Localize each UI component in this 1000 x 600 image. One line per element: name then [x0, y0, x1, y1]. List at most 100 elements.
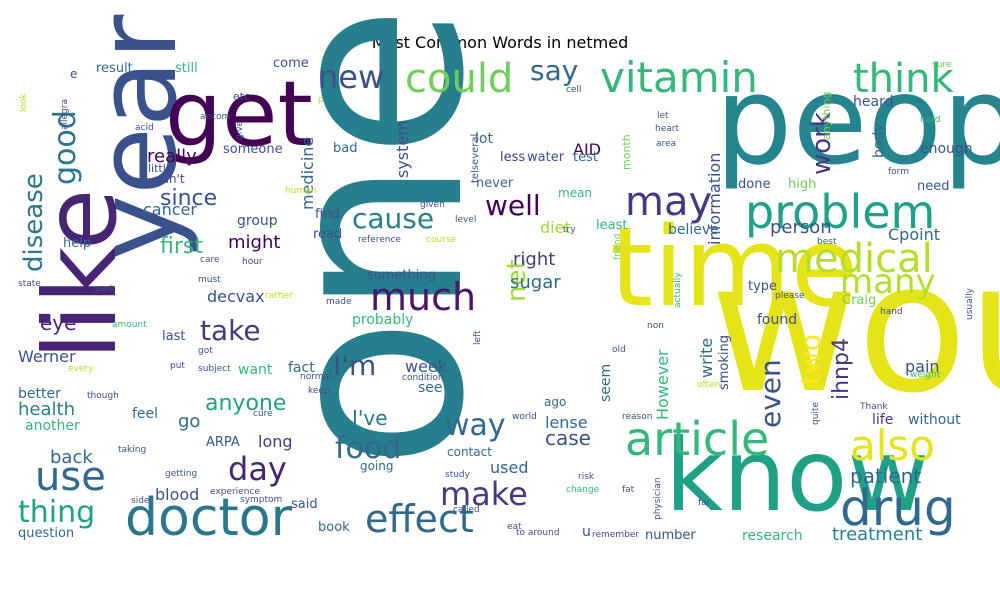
word-i-m: I'm	[333, 349, 376, 382]
word-experience: experience	[210, 487, 260, 497]
word-right: right	[513, 249, 555, 270]
word-feel: feel	[132, 406, 158, 422]
word-type: type	[748, 279, 777, 294]
word-aid: AID	[573, 140, 601, 159]
word-cure: cure	[253, 409, 273, 419]
word-case: case	[545, 426, 591, 450]
word-could: could	[405, 56, 513, 102]
word-patient: patient	[850, 464, 921, 488]
word-symptom: symptom	[240, 495, 282, 505]
word-old: old	[612, 345, 626, 355]
word-found: found	[757, 312, 797, 328]
word-many: many	[840, 262, 936, 302]
word-acid: acid	[135, 123, 154, 133]
word-book: book	[318, 520, 350, 535]
word-heard: heard	[853, 94, 893, 110]
word-another: another	[25, 418, 80, 434]
word-find: find	[315, 207, 340, 222]
word-bad: bad	[333, 141, 357, 156]
word-medical: medical	[775, 236, 933, 282]
word-cancer: cancer	[143, 200, 197, 219]
word-normal: normal	[300, 372, 332, 382]
word-seem: seem	[598, 364, 614, 402]
word-done: done	[738, 177, 770, 192]
word-enough: enough	[920, 141, 973, 157]
word-hand: hand	[880, 307, 903, 317]
word-need: need	[917, 179, 950, 194]
word-blood: blood	[155, 485, 199, 504]
word-take: take	[200, 314, 261, 347]
word-taking: taking	[118, 445, 146, 455]
word-i-ve: I've	[352, 406, 388, 430]
word-mean: mean	[558, 186, 592, 200]
word-world: world	[512, 412, 537, 422]
word-drug: drug	[840, 479, 956, 537]
word-change: change	[566, 485, 600, 495]
word-let: let	[657, 111, 669, 121]
word-year: year	[73, 14, 201, 260]
word-get: get	[165, 62, 313, 167]
word-quite: quite	[811, 402, 821, 425]
word-would: would	[710, 224, 1000, 433]
word-effect: effect	[365, 497, 474, 541]
word-month: month	[620, 134, 633, 170]
word-look: look	[19, 92, 29, 112]
word-reference: reference	[358, 235, 401, 245]
word-rather: rather	[265, 291, 293, 301]
word-to-around: to around	[516, 528, 560, 538]
chart-title: Most Common Words in netmed	[371, 33, 629, 52]
word-something: something	[367, 268, 436, 283]
word-still: still	[175, 61, 198, 76]
word-since: since	[160, 186, 217, 211]
word-heart: heart	[655, 124, 679, 134]
word-best: best	[817, 237, 837, 247]
word-getting: getting	[165, 469, 197, 479]
word-contact: contact	[447, 445, 492, 459]
word-level: level	[455, 215, 476, 225]
word-state: state	[18, 279, 41, 289]
word-sugar: sugar	[510, 272, 561, 293]
word-really: really	[147, 146, 197, 167]
word-smoking: smoking	[717, 335, 732, 390]
word-want: want	[238, 362, 273, 378]
word-little: little	[148, 162, 173, 175]
word-keep: keep	[308, 386, 330, 396]
word-thank: Thank	[859, 402, 888, 412]
word-amount: amount	[112, 320, 147, 330]
word-system: system	[393, 120, 412, 178]
word-try: try	[563, 225, 576, 235]
word-lense: lense	[545, 413, 588, 432]
word-etc: etc	[233, 90, 250, 103]
word-medicine: medicine	[298, 137, 317, 210]
word-p: p	[318, 95, 324, 105]
word-care: care	[200, 255, 220, 265]
word-condition: condition	[402, 373, 444, 383]
word-read: read	[313, 227, 342, 242]
word-every: every	[68, 364, 94, 374]
word-cpoint: Cpoint	[888, 225, 940, 244]
word-know: know	[665, 417, 929, 534]
word-non: non	[647, 321, 664, 331]
word-usually: usually	[965, 287, 975, 320]
word-may: may	[625, 179, 712, 225]
word-write: write	[697, 338, 716, 378]
word-ago: ago	[544, 395, 566, 409]
word-doctor: doctor	[125, 488, 293, 548]
word-ihnp4: ihnp4	[829, 338, 854, 400]
word-diet: diet	[540, 218, 571, 237]
word-cause: cause	[352, 202, 434, 235]
word-weight: weight	[910, 370, 941, 380]
word-back: back	[50, 447, 93, 468]
word-reason: reason	[622, 412, 652, 422]
word-fat: fat	[622, 485, 635, 495]
word-long: long	[258, 432, 293, 451]
word-werner: Werner	[18, 347, 76, 366]
word-way: way	[445, 408, 506, 443]
word-body: body	[871, 123, 887, 158]
word-day: day	[228, 450, 287, 488]
word-actually: actually	[673, 272, 683, 308]
word-use: use	[35, 454, 106, 500]
word-one: one	[228, 5, 519, 470]
word-food: food	[335, 431, 401, 466]
word-someone: someone	[223, 142, 283, 157]
